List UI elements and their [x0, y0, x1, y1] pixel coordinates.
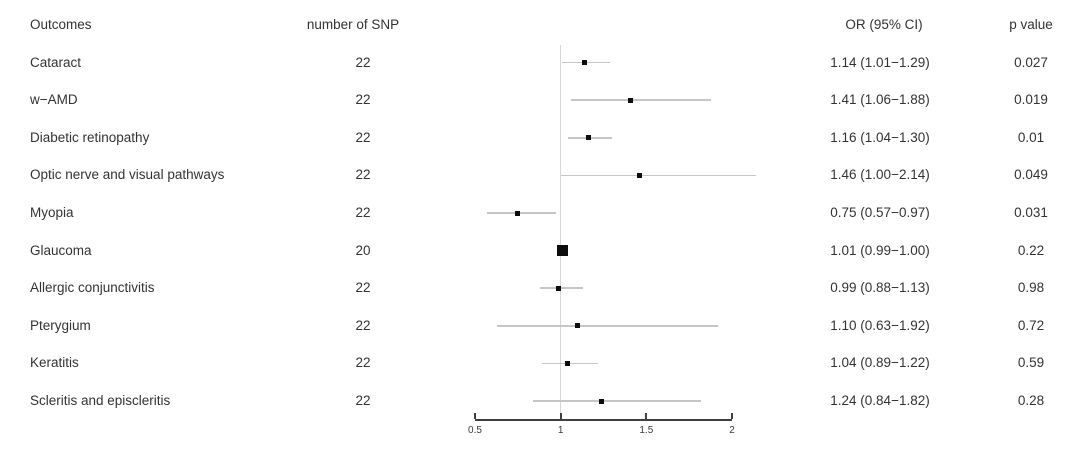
or-ci-value: 1.46 (1.00−2.14) [830, 167, 930, 183]
p-value: 0.72 [1017, 317, 1045, 333]
ci-line [533, 400, 702, 402]
p-value: 0.28 [1017, 393, 1045, 408]
snp-count: 22 [355, 355, 371, 371]
snp-count: 22 [355, 129, 371, 145]
p-value: 0.031 [1014, 205, 1048, 220]
or-marker [628, 97, 634, 103]
x-axis-tick [645, 413, 648, 419]
or-ci-value: 1.04 (0.89−1.22) [830, 355, 930, 371]
x-axis-tick [559, 413, 562, 419]
x-axis-line [475, 419, 732, 421]
snp-count: 22 [355, 92, 371, 108]
x-axis-tick-label: 1 [557, 425, 564, 436]
or-ci-value: 1.24 (0.84−1.82) [830, 393, 930, 408]
outcome-label: w−AMD [30, 92, 78, 108]
reference-line [559, 45, 562, 419]
snp-count: 22 [355, 280, 371, 296]
column-header-number-of-snp: number of SNP [306, 17, 400, 32]
column-header-p-value: p value [1009, 17, 1053, 32]
ci-line [560, 174, 756, 177]
p-value: 0.98 [1017, 280, 1045, 296]
x-axis-tick [731, 413, 733, 419]
or-marker [556, 285, 562, 291]
p-value: 0.027 [1014, 54, 1048, 70]
ci-line [570, 99, 712, 101]
p-value: 0.59 [1017, 355, 1045, 371]
ci-line [541, 362, 599, 365]
p-value: 0.01 [1017, 129, 1045, 145]
or-marker [636, 172, 642, 178]
outcome-label: Diabetic retinopathy [30, 129, 150, 145]
outcome-label: Scleritis and episcleritis [30, 393, 171, 408]
snp-count: 20 [355, 242, 371, 258]
snp-count: 22 [355, 317, 371, 333]
outcome-label: Myopia [30, 205, 74, 220]
x-axis-tick-label: 2 [729, 425, 735, 436]
or-ci-value: 0.75 (0.57−0.97) [830, 205, 930, 220]
p-value: 0.22 [1017, 242, 1045, 258]
x-axis-tick-label: 1.5 [639, 425, 654, 436]
snp-count: 22 [355, 205, 371, 220]
ci-line [486, 212, 556, 214]
or-marker [599, 398, 605, 404]
or-ci-value: 1.16 (1.04−1.30) [830, 129, 930, 145]
snp-count: 22 [355, 393, 371, 408]
outcome-label: Allergic conjunctivitis [30, 280, 155, 296]
x-axis-tick [474, 413, 476, 419]
x-axis-tick-label: 0.5 [468, 425, 482, 436]
or-ci-value: 1.01 (0.99−1.00) [830, 242, 930, 258]
or-ci-value: 1.10 (0.63−1.92) [830, 317, 930, 333]
or-marker [556, 245, 568, 257]
p-value: 0.049 [1014, 167, 1048, 183]
outcome-label: Glaucoma [30, 242, 92, 258]
p-value: 0.019 [1014, 92, 1048, 108]
snp-count: 22 [355, 54, 371, 70]
ci-line [497, 325, 719, 327]
ci-line [540, 287, 583, 289]
or-marker [575, 323, 581, 329]
or-ci-value: 1.14 (1.01−1.29) [830, 54, 930, 70]
outcome-label: Keratitis [30, 355, 79, 371]
or-ci-value: 0.99 (0.88−1.13) [830, 280, 930, 296]
or-marker [585, 135, 591, 141]
outcome-label: Pterygium [30, 317, 91, 333]
column-header-outcomes: Outcomes [30, 17, 92, 32]
column-header-or-ci: OR (95% CI) [845, 17, 923, 32]
or-marker [582, 60, 588, 66]
outcome-label: Optic nerve and visual pathways [30, 167, 225, 183]
or-ci-value: 1.41 (1.06−1.88) [830, 92, 930, 108]
or-marker [565, 360, 571, 366]
or-marker [515, 210, 521, 216]
outcome-label: Cataract [30, 54, 82, 70]
snp-count: 22 [355, 167, 371, 183]
